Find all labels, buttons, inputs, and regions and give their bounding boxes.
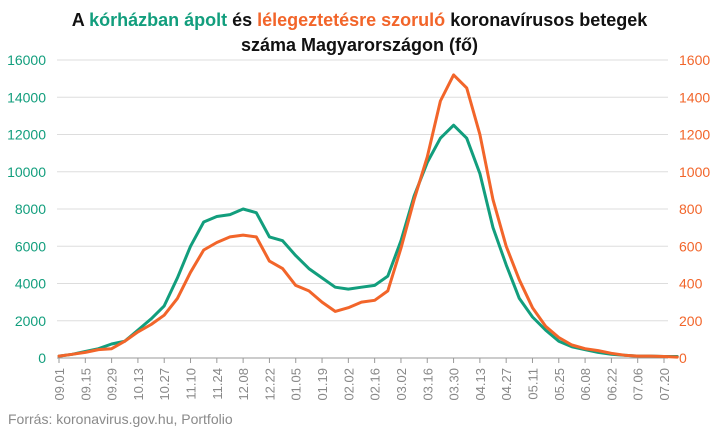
x-tick-label: 07.06 [631,368,646,401]
y-left-tick-label: 8000 [15,201,46,217]
y-right-tick-label: 1000 [679,164,710,180]
x-tick-label: 11.24 [210,368,225,400]
y-left-tick-label: 10000 [7,164,46,180]
x-tick-label: 09.15 [78,368,93,401]
title-part-ventilated: lélegeztetésre szoruló [257,10,446,30]
series-line-ventilated [57,73,679,359]
y-left-tick-label: 12000 [7,127,46,143]
title-part-hospitalized: kórházban ápolt [89,10,228,30]
y-right-tick-label: 400 [679,276,703,292]
x-tick-label: 05.11 [525,368,540,400]
x-tick-label: 07.20 [657,368,672,401]
y-right-tick-label: 1400 [679,89,710,105]
x-tick-label: 06.08 [578,368,593,401]
x-tick-label: 03.30 [447,368,462,401]
x-tick-label: 11.10 [184,368,199,400]
title-line-2: száma Magyarországon (fő) [240,35,479,55]
x-tick-label: 04.13 [473,368,488,401]
x-tick-label: 06.22 [604,368,619,401]
x-tick-label: 03.16 [420,368,435,401]
y-right-tick-label: 0 [679,350,687,366]
x-tick-label: 02.02 [341,368,356,401]
y-left-tick-label: 16000 [7,52,46,68]
y-left-tick-label: 0 [38,350,46,366]
x-tick-label: 02.16 [368,368,383,401]
y-left-tick-label: 14000 [7,89,46,105]
title-part-1: A [71,10,90,30]
y-right-tick-label: 200 [679,313,703,329]
x-tick-label: 09.01 [52,368,67,401]
y-left-tick-label: 4000 [15,276,46,292]
y-right-tick-label: 600 [679,238,703,254]
chart-title: A kórházban ápolt és lélegeztetésre szor… [0,8,719,58]
title-part-3: és [227,10,258,30]
x-tick-label: 01.05 [289,368,304,401]
title-part-5: koronavírusos betegek [445,10,648,30]
x-tick-label: 04.27 [499,368,514,401]
x-tick-label: 03.02 [394,368,409,401]
x-tick-label: 05.25 [552,368,567,401]
y-right-tick-label: 800 [679,201,703,217]
y-right-tick-label: 1200 [679,127,710,143]
y-right-tick-label: 1600 [679,52,710,68]
x-tick-label: 12.22 [262,368,277,401]
y-left-tick-label: 6000 [15,238,46,254]
x-tick-label: 01.19 [315,368,330,401]
source-note: Forrás: koronavirus.gov.hu, Portfolio [8,411,233,427]
series-line-hospitalized [57,123,679,358]
x-tick-label: 12.08 [236,368,251,401]
y-left-tick-label: 2000 [15,313,46,329]
x-tick-label: 10.27 [157,368,172,401]
x-tick-label: 10.13 [131,368,146,401]
x-tick-label: 09.29 [105,368,120,401]
